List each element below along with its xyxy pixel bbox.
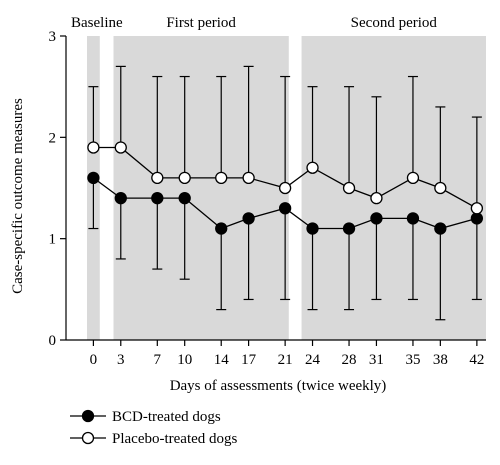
y-tick-label: 3 — [49, 29, 57, 45]
x-tick-label: 42 — [469, 352, 484, 368]
bcd-point — [342, 222, 356, 235]
bcd-point — [215, 222, 228, 235]
axes: 0 1 2 3 0 3 7 10 14 17 21 24 28 31 35 38 42 — [49, 29, 486, 368]
x-tick-label: 21 — [278, 352, 293, 368]
placebo-point — [114, 141, 127, 154]
legend-marker-open — [81, 431, 95, 445]
x-tick-label: 3 — [117, 352, 125, 368]
placebo-point — [306, 161, 319, 174]
legend-label: Placebo-treated dogs — [112, 431, 238, 447]
period-band — [113, 36, 289, 340]
x-tick-label: 7 — [154, 352, 162, 368]
period-label: Second period — [351, 15, 438, 31]
placebo-point — [87, 141, 100, 154]
placebo-point — [242, 171, 255, 185]
x-axis-label: Days of assessments (twice weekly) — [170, 378, 387, 394]
period-labels: Baseline First period Second period — [71, 15, 437, 31]
x-tick-label: 17 — [241, 352, 257, 368]
bcd-point — [470, 212, 484, 225]
legend-marker-filled — [81, 409, 95, 423]
bcd-point — [278, 202, 292, 215]
data-points — [87, 141, 484, 235]
legend: BCD-treated dogs Placebo-treated dogs — [70, 409, 238, 447]
y-tick-label: 2 — [49, 130, 57, 146]
x-tick-label: 28 — [342, 352, 357, 368]
y-tick-label: 0 — [49, 333, 57, 349]
y-tick-label: 1 — [49, 232, 57, 248]
x-tick-label: 14 — [214, 352, 230, 368]
placebo-point — [342, 181, 356, 195]
bcd-point — [151, 191, 164, 205]
placebo-point — [151, 171, 164, 185]
legend-label: BCD-treated dogs — [112, 409, 221, 425]
y-axis-label: Case-specific outcome measures — [10, 98, 26, 294]
placebo-point — [278, 181, 292, 195]
placebo-point — [434, 181, 447, 195]
bcd-point — [114, 191, 127, 205]
bcd-point — [306, 222, 319, 235]
bcd-point — [178, 191, 191, 205]
period-label: First period — [166, 15, 236, 31]
bcd-point — [406, 212, 420, 225]
bcd-point — [242, 212, 255, 225]
x-tick-label: 0 — [90, 352, 98, 368]
error-bars — [88, 65, 482, 321]
period-label: Baseline — [71, 15, 123, 31]
bcd-point — [370, 212, 383, 225]
x-tick-label: 35 — [405, 352, 420, 368]
x-tick-label: 31 — [369, 352, 384, 368]
placebo-point — [406, 171, 420, 185]
bcd-point — [434, 222, 447, 235]
bcd-point — [87, 171, 100, 185]
x-tick-label: 24 — [305, 352, 321, 368]
placebo-point — [370, 191, 383, 205]
placebo-point — [178, 171, 191, 185]
placebo-point — [470, 202, 484, 215]
x-tick-label: 38 — [433, 352, 448, 368]
x-tick-label: 10 — [177, 352, 192, 368]
placebo-point — [215, 171, 228, 185]
